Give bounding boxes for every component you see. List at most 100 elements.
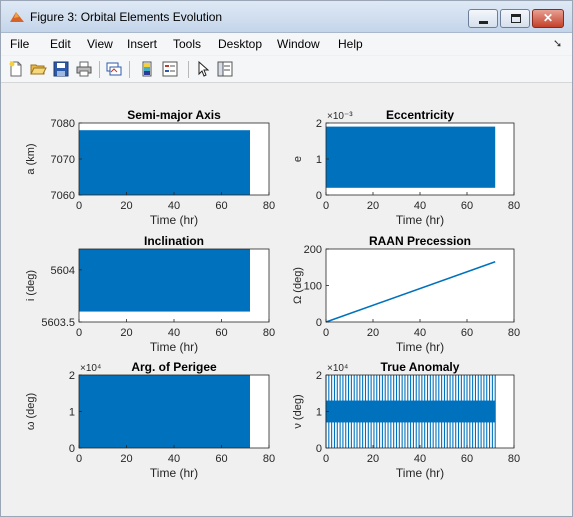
x-tick-label: 80 [508, 327, 520, 339]
y-tick-label: 5604 [51, 265, 75, 277]
y-tick-label: 5603.5 [41, 317, 75, 329]
y-tick-label: 1 [69, 407, 75, 419]
minimize-button[interactable] [468, 9, 498, 28]
axis-exponent: ×10⁴ [80, 363, 101, 374]
y-tick-label: 100 [304, 281, 322, 293]
maximize-button[interactable] [500, 9, 530, 28]
chart-title: Arg. of Perigee [131, 360, 217, 374]
x-tick-label: 0 [76, 453, 82, 465]
menu-tools[interactable]: Tools [173, 37, 202, 51]
close-button[interactable]: ✕ [532, 9, 564, 28]
open-file-icon[interactable] [29, 60, 47, 78]
series-band [326, 126, 496, 188]
close-icon: ✕ [542, 11, 554, 25]
x-tick-label: 20 [120, 453, 132, 465]
x-tick-label: 40 [414, 453, 426, 465]
x-tick-label: 40 [414, 200, 426, 212]
legend-icon[interactable] [161, 60, 179, 78]
chart-true-anomaly: 0 20 40 60 80 0 1 2 ×10⁴ True Anomaly Time (hr) ν (… [292, 360, 520, 480]
y-tick-label: 7070 [51, 154, 75, 166]
menu-dock-arrow-icon[interactable]: ➘ [553, 38, 563, 50]
series-line [325, 261, 496, 323]
y-tick-label: 1 [316, 407, 322, 419]
chart-eccentricity: 0 20 40 60 80 0 1 2 ×10⁻³ Eccentricity Time (hr) e [292, 108, 520, 227]
chart-inclination: 0 20 40 60 80 5603.5 5604 Inclination Time (hr) i… [25, 234, 275, 354]
y-tick-label: 2 [69, 370, 75, 382]
menu-file[interactable]: File [10, 37, 30, 51]
x-axis-label: Time (hr) [396, 466, 444, 480]
series-band [326, 400, 496, 423]
menu-desktop[interactable]: Desktop [218, 37, 263, 51]
toolbar-separator [188, 61, 189, 78]
chart-title: True Anomaly [381, 360, 460, 374]
chart-title: Inclination [144, 234, 204, 248]
chart-arg-of-perigee: 0 20 40 60 80 0 1 2 ×10⁴ Arg. of Perigee Time (hr)… [25, 360, 275, 480]
x-tick-label: 0 [323, 453, 329, 465]
menu-window[interactable]: Window [277, 37, 320, 51]
chart-title: Eccentricity [386, 108, 454, 122]
x-axis-label: Time (hr) [150, 466, 198, 480]
y-tick-label: 2 [316, 370, 322, 382]
menu-insert[interactable]: Insert [127, 37, 158, 51]
x-tick-label: 40 [168, 327, 180, 339]
chart-title: RAAN Precession [369, 234, 471, 248]
print-icon[interactable] [75, 60, 93, 78]
x-tick-label: 0 [76, 327, 82, 339]
x-axis-label: Time (hr) [396, 213, 444, 227]
y-axis-label: ν (deg) [292, 394, 304, 428]
toolbar-separator [99, 61, 100, 78]
x-tick-label: 80 [263, 453, 275, 465]
series-band [79, 130, 250, 195]
x-tick-label: 60 [461, 453, 473, 465]
y-axis-label: ω (deg) [25, 393, 37, 430]
toolbar-separator [129, 61, 130, 78]
title-bar[interactable]: Figure 3: Orbital Elements Evolution ✕ [1, 1, 572, 33]
y-tick-label: 0 [316, 190, 322, 202]
y-axis-label: i (deg) [25, 270, 37, 301]
y-axis-label: a (km) [25, 143, 37, 174]
menu-edit[interactable]: Edit [50, 37, 71, 51]
x-tick-label: 80 [263, 327, 275, 339]
chart-title: Semi-major Axis [127, 108, 221, 122]
figure-toolbar [1, 56, 572, 83]
minimize-icon [479, 21, 488, 24]
y-tick-label: 7080 [51, 118, 75, 130]
link-plot-icon[interactable] [105, 60, 123, 78]
x-tick-label: 40 [414, 327, 426, 339]
menu-help[interactable]: Help [338, 37, 363, 51]
x-tick-label: 20 [120, 327, 132, 339]
x-axis-label: Time (hr) [150, 340, 198, 354]
y-tick-label: 200 [304, 244, 322, 256]
property-inspector-icon[interactable] [216, 60, 234, 78]
pointer-icon[interactable] [194, 60, 212, 78]
x-tick-label: 20 [367, 200, 379, 212]
y-tick-label: 1 [316, 154, 322, 166]
y-tick-label: 0 [316, 317, 322, 329]
x-tick-label: 80 [508, 453, 520, 465]
colorbar-icon[interactable] [138, 60, 156, 78]
x-tick-label: 60 [215, 453, 227, 465]
x-axis-label: Time (hr) [396, 340, 444, 354]
plot-area [326, 249, 514, 322]
y-axis-label: Ω (deg) [292, 267, 304, 304]
new-figure-icon[interactable] [7, 60, 25, 78]
y-tick-label: 7060 [51, 190, 75, 202]
menu-bar: File Edit View Insert Tools Desktop Wind… [1, 33, 572, 55]
save-icon[interactable] [52, 60, 70, 78]
series-band [79, 375, 250, 448]
x-tick-label: 20 [120, 200, 132, 212]
x-tick-label: 40 [168, 453, 180, 465]
menu-view[interactable]: View [87, 37, 113, 51]
x-tick-label: 80 [508, 200, 520, 212]
x-tick-label: 60 [461, 200, 473, 212]
y-tick-label: 2 [316, 118, 322, 130]
x-tick-label: 40 [168, 200, 180, 212]
axis-exponent: ×10⁴ [327, 363, 348, 374]
y-axis-label: e [292, 156, 304, 162]
maximize-icon [511, 14, 521, 23]
x-tick-label: 20 [367, 453, 379, 465]
x-tick-label: 60 [215, 327, 227, 339]
chart-semi-major-axis: 0 20 40 60 80 7060 7070 7080 Semi-major Axis Time… [25, 108, 275, 227]
x-axis-label: Time (hr) [150, 213, 198, 227]
